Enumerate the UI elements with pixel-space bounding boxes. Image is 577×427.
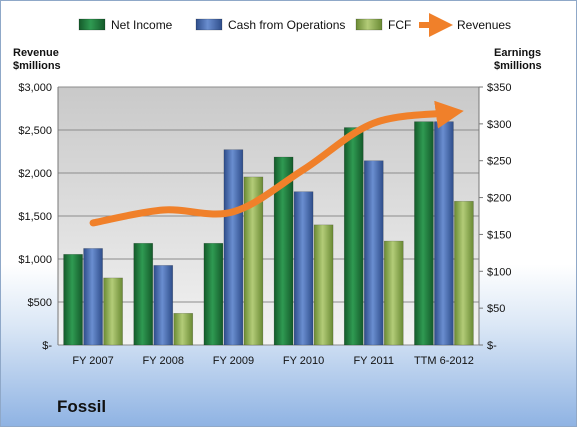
right-tick-label: $350 (487, 82, 511, 94)
company-name: Fossil (57, 397, 107, 416)
bar-net-income (203, 242, 224, 346)
right-tick-label: $- (487, 340, 497, 352)
x-tick-label: FY 2010 (283, 355, 324, 367)
left-tick-label: $2,000 (18, 168, 52, 180)
bar-net-income (133, 242, 154, 346)
left-tick-label: $- (42, 340, 52, 352)
x-tick-label: FY 2009 (213, 355, 254, 367)
bar-net-income (63, 254, 83, 346)
left-tick-label: $1,500 (18, 211, 52, 223)
right-tick-label: $300 (487, 119, 511, 131)
left-tick-label: $1,000 (18, 254, 52, 266)
legend-swatch-net-income (78, 18, 106, 31)
left-tick-label: $3,000 (18, 82, 52, 94)
x-tick-label: FY 2011 (353, 355, 394, 367)
legend-swatch-cash-from-operations (195, 18, 223, 31)
left-tick-label: $2,500 (18, 125, 52, 137)
bar-net-income (273, 156, 294, 346)
legend-label: Net Income (111, 18, 173, 32)
left-axis-title: Revenue $millions (13, 47, 61, 72)
bar-fcf (383, 240, 404, 346)
legend-swatch-fcf (355, 18, 383, 31)
x-tick-label: FY 2008 (143, 355, 184, 367)
legend-label: Revenues (457, 18, 511, 32)
bar-net-income (414, 121, 434, 346)
bar-cash-from-operations (83, 248, 103, 346)
right-tick-label: $50 (487, 303, 505, 315)
bar-fcf (103, 277, 123, 346)
bar-cash-from-operations (434, 121, 454, 346)
bar-net-income (343, 127, 364, 346)
right-tick-label: $250 (487, 156, 511, 168)
bar-cash-from-operations (293, 191, 314, 346)
bar-fcf (243, 176, 264, 346)
x-tick-label: FY 2007 (72, 355, 113, 367)
right-axis-title: Earnings $millions (494, 47, 542, 72)
legend-label: Cash from Operations (228, 18, 345, 32)
left-tick-label: $500 (28, 297, 52, 309)
bar-fcf (173, 313, 194, 346)
right-tick-label: $100 (487, 266, 511, 278)
right-tick-label: $150 (487, 229, 511, 241)
x-tick-label: TTM 6-2012 (414, 355, 474, 367)
bar-cash-from-operations (223, 149, 244, 346)
revenues-line (89, 100, 464, 227)
bar-cash-from-operations (153, 265, 174, 346)
bar-fcf (454, 200, 474, 346)
right-tick-label: $200 (487, 193, 511, 205)
bar-fcf (313, 224, 334, 346)
legend-label: FCF (388, 18, 411, 32)
bar-cash-from-operations (363, 160, 384, 346)
